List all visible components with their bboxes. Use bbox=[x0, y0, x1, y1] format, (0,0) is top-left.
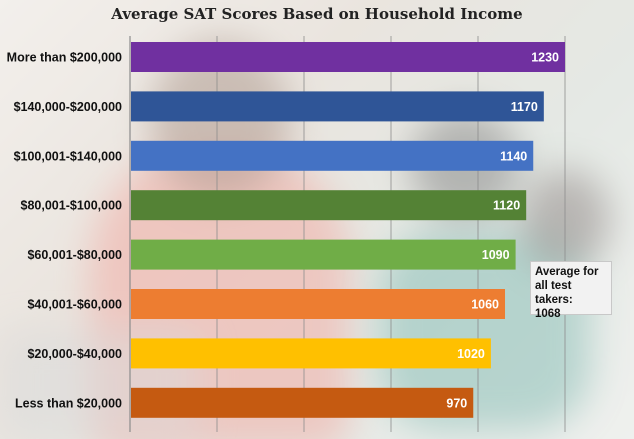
category-label: $140,000-$200,000 bbox=[14, 100, 122, 114]
value-label: 1230 bbox=[531, 51, 559, 65]
value-label: 1060 bbox=[471, 298, 499, 312]
value-label: 970 bbox=[446, 396, 467, 410]
bar bbox=[131, 289, 506, 319]
bar bbox=[131, 338, 491, 369]
value-label: 1170 bbox=[511, 100, 538, 114]
average-annotation-text: Average for all test takers: 1068 bbox=[535, 266, 599, 320]
category-label: More than $200,000 bbox=[7, 51, 122, 65]
category-label: Less than $20,000 bbox=[15, 396, 122, 410]
average-annotation: Average for all test takers: 1068 bbox=[530, 261, 612, 320]
category-label: $60,001-$80,000 bbox=[27, 248, 122, 262]
value-label: 1020 bbox=[457, 347, 485, 361]
category-label: $100,001-$140,000 bbox=[14, 149, 122, 163]
value-label: 1140 bbox=[500, 149, 527, 163]
bar bbox=[131, 42, 565, 72]
bar bbox=[131, 239, 516, 270]
bar bbox=[131, 190, 527, 221]
bar bbox=[131, 387, 474, 418]
category-label: $80,001-$100,000 bbox=[21, 199, 123, 213]
bar bbox=[131, 91, 544, 122]
chart-title: Average SAT Scores Based on Household In… bbox=[111, 5, 523, 23]
category-label: $20,000-$40,000 bbox=[27, 347, 122, 361]
bar bbox=[131, 140, 534, 171]
category-label: $40,001-$60,000 bbox=[27, 298, 122, 312]
value-label: 1120 bbox=[493, 199, 520, 213]
value-label: 1090 bbox=[482, 248, 510, 262]
